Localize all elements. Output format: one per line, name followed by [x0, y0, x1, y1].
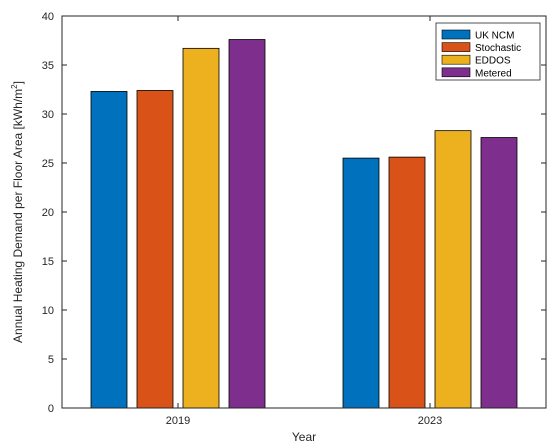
- y-tick-label: 10: [42, 305, 54, 317]
- x-axis-label: Year: [292, 430, 316, 444]
- bar-stochastic-2023: [388, 156, 426, 409]
- bar-metered-2023: [480, 137, 518, 409]
- y-tick-label: 30: [42, 109, 54, 121]
- legend-label: Stochastic: [475, 43, 521, 54]
- legend-swatch: [441, 67, 471, 78]
- y-tick-label: 25: [42, 158, 54, 170]
- legend-label: Metered: [475, 68, 512, 79]
- x-axis-ticks: 2019 2023: [166, 16, 442, 427]
- legend-swatch: [441, 42, 471, 52]
- bar-eddos-2019: [182, 47, 220, 409]
- y-tick-label: 40: [42, 11, 54, 23]
- y-tick-label: 5: [48, 354, 54, 366]
- y-tick-label: 35: [42, 60, 54, 72]
- y-axis-label-main: Annual Heating Demand per Floor Area [kW…: [11, 89, 25, 343]
- bar-metered-2019: [228, 39, 266, 409]
- y-tick-label: 20: [42, 207, 54, 219]
- x-tick-label: 2019: [166, 415, 190, 427]
- y-tick-label: 0: [48, 403, 54, 415]
- legend-swatch: [441, 29, 471, 40]
- legend-label: UK NCM: [475, 31, 514, 42]
- y-tick-label: 15: [42, 256, 54, 268]
- y-axis-ticks: 0 5 10 15 20 25 30 35 40: [42, 11, 546, 415]
- bar-uk-ncm-2023: [342, 157, 380, 409]
- legend-label: EDDOS: [475, 56, 511, 67]
- y-axis-label-superscript: 2: [10, 84, 19, 89]
- y-axis-label: Annual Heating Demand per Floor Area [kW…: [10, 81, 25, 343]
- y-axis-label-suffix: ]: [11, 81, 25, 84]
- legend-swatch: [441, 54, 471, 65]
- bar-eddos-2023: [434, 130, 472, 409]
- bar-stochastic-2019: [136, 90, 174, 409]
- bar-uk-ncm-2019: [90, 91, 128, 409]
- x-tick-label: 2023: [418, 415, 442, 427]
- bars-group: [90, 39, 518, 409]
